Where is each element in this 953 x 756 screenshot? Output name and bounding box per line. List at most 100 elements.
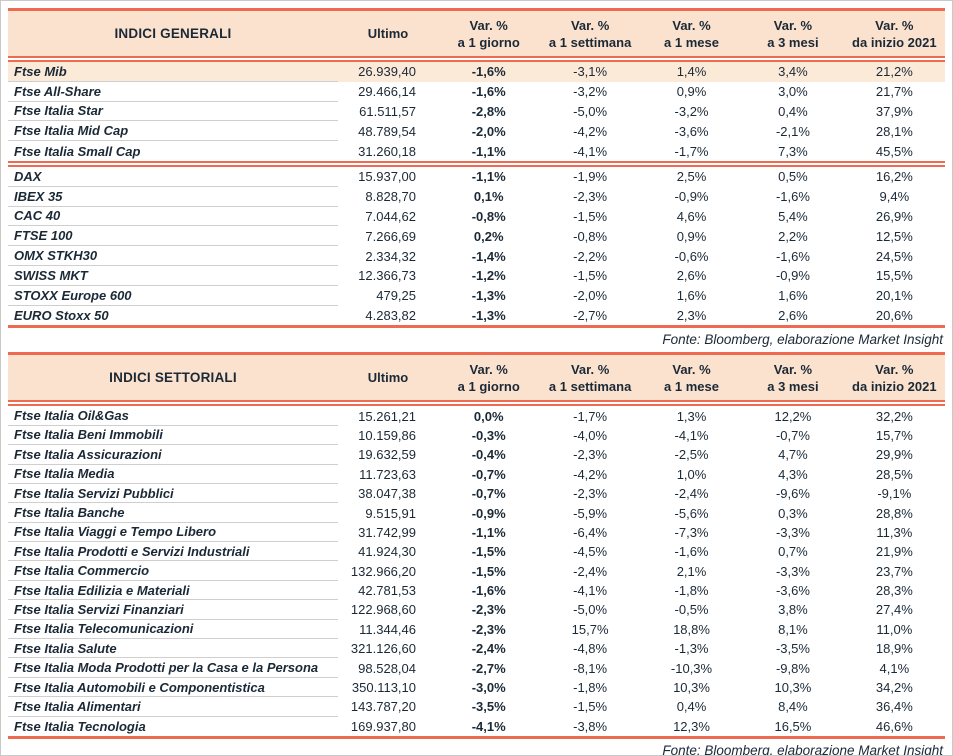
index-name: Ftse Italia Oil&Gas [8,406,338,426]
table-row: Ftse Italia Salute 321.126,60 -2,4% -4,8% -1… [8,639,945,659]
table-body: Ftse Mib 26.939,40 -1,6% -3,1% 1,4% 3,4% 21,2%… [8,62,945,325]
var-1-giorno: -2,8% [471,103,506,119]
var-inizio-2021: 46,6% [875,718,913,734]
column-header-line: Var. % [773,17,813,33]
var-1-settimana: -4,8% [573,641,608,657]
index-name: Ftse Italia Viaggi e Tempo Libero [8,523,338,543]
index-name: EURO Stoxx 50 [14,307,109,323]
var-column-headers: Var. % a 1 giorno Var. % a 1 settimana Var. … [438,355,945,400]
var-3-mesi: -3,5% [775,641,810,657]
var-inizio-2021: 26,9% [875,208,913,224]
var-3-mesi: 3,0% [778,84,808,100]
var-3-mesi: 7,3% [778,143,808,159]
ultimo-value: 350.113,10 [351,680,416,696]
index-name: Ftse Italia Alimentari [8,697,338,717]
var-inizio-2021: 16,2% [875,169,913,185]
table-top-border [8,352,945,356]
table-row: Ftse Italia Moda Prodotti per la Casa e … [8,658,945,678]
var-1-giorno: -1,1% [471,524,506,540]
var-3-mesi: -3,6% [775,583,810,599]
ultimo-value: 479,25 [376,288,416,304]
table-bottom-border [8,736,945,739]
column-header-var: Var. % a 1 giorno [438,11,539,56]
var-3-mesi: 8,1% [778,621,808,637]
var-3-mesi: 4,3% [778,466,808,482]
var-3-mesi: 0,3% [778,505,808,521]
var-1-settimana: -4,1% [573,143,608,159]
ultimo-value: 11.723,63 [359,466,416,482]
var-inizio-2021: 20,6% [875,307,913,323]
column-header-line: a 1 mese [664,34,719,50]
table-row: EURO Stoxx 50 4.283,82 -1,3% -2,7% 2,3% 2,6% 2… [8,306,945,326]
var-inizio-2021: 34,2% [875,680,913,696]
var-3-mesi: 10,3% [774,680,812,696]
index-name: Ftse Italia Media [8,465,338,484]
table-indici-generali: INDICI GENERALI Ultimo Var. % a 1 giorno V… [8,8,945,352]
var-inizio-2021: 28,3% [875,583,913,599]
var-1-settimana: -5,0% [573,103,608,119]
column-header-var: Var. % a 1 mese [641,11,742,56]
var-1-mese: 4,6% [676,208,707,224]
table-row: Ftse Italia Servizi Finanziari 122.968,60… [8,600,945,620]
var-1-giorno: -3,5% [471,699,506,715]
var-1-mese: 12,3% [673,718,710,734]
var-1-settimana: -4,0% [573,427,608,443]
column-header-line: Var. % [570,17,610,33]
var-1-giorno: -0,3% [471,427,506,443]
ultimo-value: 9.515,91 [365,505,416,521]
table-row: SWISS MKT 12.366,73 -1,2% -1,5% 2,6% -0,9% 15,… [8,266,945,286]
var-1-mese: 1,3% [676,408,707,424]
var-1-giorno: -1,4% [471,248,506,264]
table-row: Ftse Italia Star 61.511,57 -2,8% -5,0% -3,2%… [8,102,945,122]
var-inizio-2021: 11,0% [876,621,913,637]
var-1-mese: -0,5% [674,602,709,618]
ultimo-value: 7.266,69 [365,228,416,244]
table-row: Ftse Italia Alimentari 143.787,20 -3,5% -1,… [8,697,945,717]
ultimo-value: 321.126,60 [350,641,416,657]
var-3-mesi: 12,2% [774,408,812,424]
table-title: INDICI SETTORIALI [109,370,237,386]
column-header-line: Var. % [672,361,711,377]
index-name: Ftse Italia Commercio [8,561,338,581]
index-name: IBEX 35 [8,187,338,207]
column-header-var: Var. % a 3 mesi [742,355,843,400]
var-3-mesi: 0,5% [778,169,808,185]
table-row: Ftse Italia Automobili e Componentistica… [8,678,945,698]
table-title: INDICI GENERALI [114,26,232,41]
var-inizio-2021: 4,1% [879,660,910,676]
var-1-giorno: 0,1% [473,189,504,205]
var-1-settimana: -5,0% [573,602,608,618]
var-inizio-2021: 9,4% [879,189,910,205]
var-1-mese: 2,1% [676,563,707,579]
var-1-giorno: -1,5% [471,563,506,579]
table-row: Ftse All-Share 29.466,14 -1,6% -3,2% 0,9% 3,0… [8,82,945,102]
table-row: IBEX 35 8.828,70 0,1% -2,3% -0,9% -1,6% 9,4% [8,187,945,207]
table-row: OMX STKH30 2.334,32 -1,4% -2,2% -0,6% -1,6% 24… [8,246,945,266]
var-1-settimana: -8,1% [573,660,608,676]
ultimo-value: 19.632,59 [358,447,416,463]
index-name: Ftse Italia Salute [8,639,338,659]
ultimo-value: 132.966,20 [350,563,416,579]
index-name: Ftse Italia Moda Prodotti per la Casa e … [8,658,338,678]
column-header-line: da inizio 2021 [852,34,937,50]
var-inizio-2021: 45,5% [875,143,913,159]
var-1-mese: 1,0% [676,466,707,482]
var-1-settimana: -1,7% [573,408,608,424]
index-name: Ftse Italia Servizi Pubblici [8,484,338,504]
table-top-border [8,8,945,11]
ultimo-value: 31.742,99 [358,524,416,540]
var-1-mese: 2,5% [676,169,707,185]
var-inizio-2021: 28,8% [875,505,913,521]
var-1-settimana: -3,8% [573,718,608,734]
var-1-giorno: -1,6% [471,583,506,599]
var-inizio-2021: 12,5% [875,228,913,244]
var-3-mesi: -3,3% [775,524,810,540]
var-1-settimana: -2,0% [573,288,608,304]
var-1-mese: -10,3% [670,660,713,676]
column-header-ultimo: Ultimo [367,370,409,386]
var-inizio-2021: 18,9% [875,641,913,657]
ultimo-value: 7.044,62 [365,208,416,224]
index-name: Ftse Italia Prodotti e Servizi Industria… [8,542,338,562]
var-3-mesi: 3,4% [778,64,808,80]
ultimo-value: 11.344,46 [359,621,416,637]
